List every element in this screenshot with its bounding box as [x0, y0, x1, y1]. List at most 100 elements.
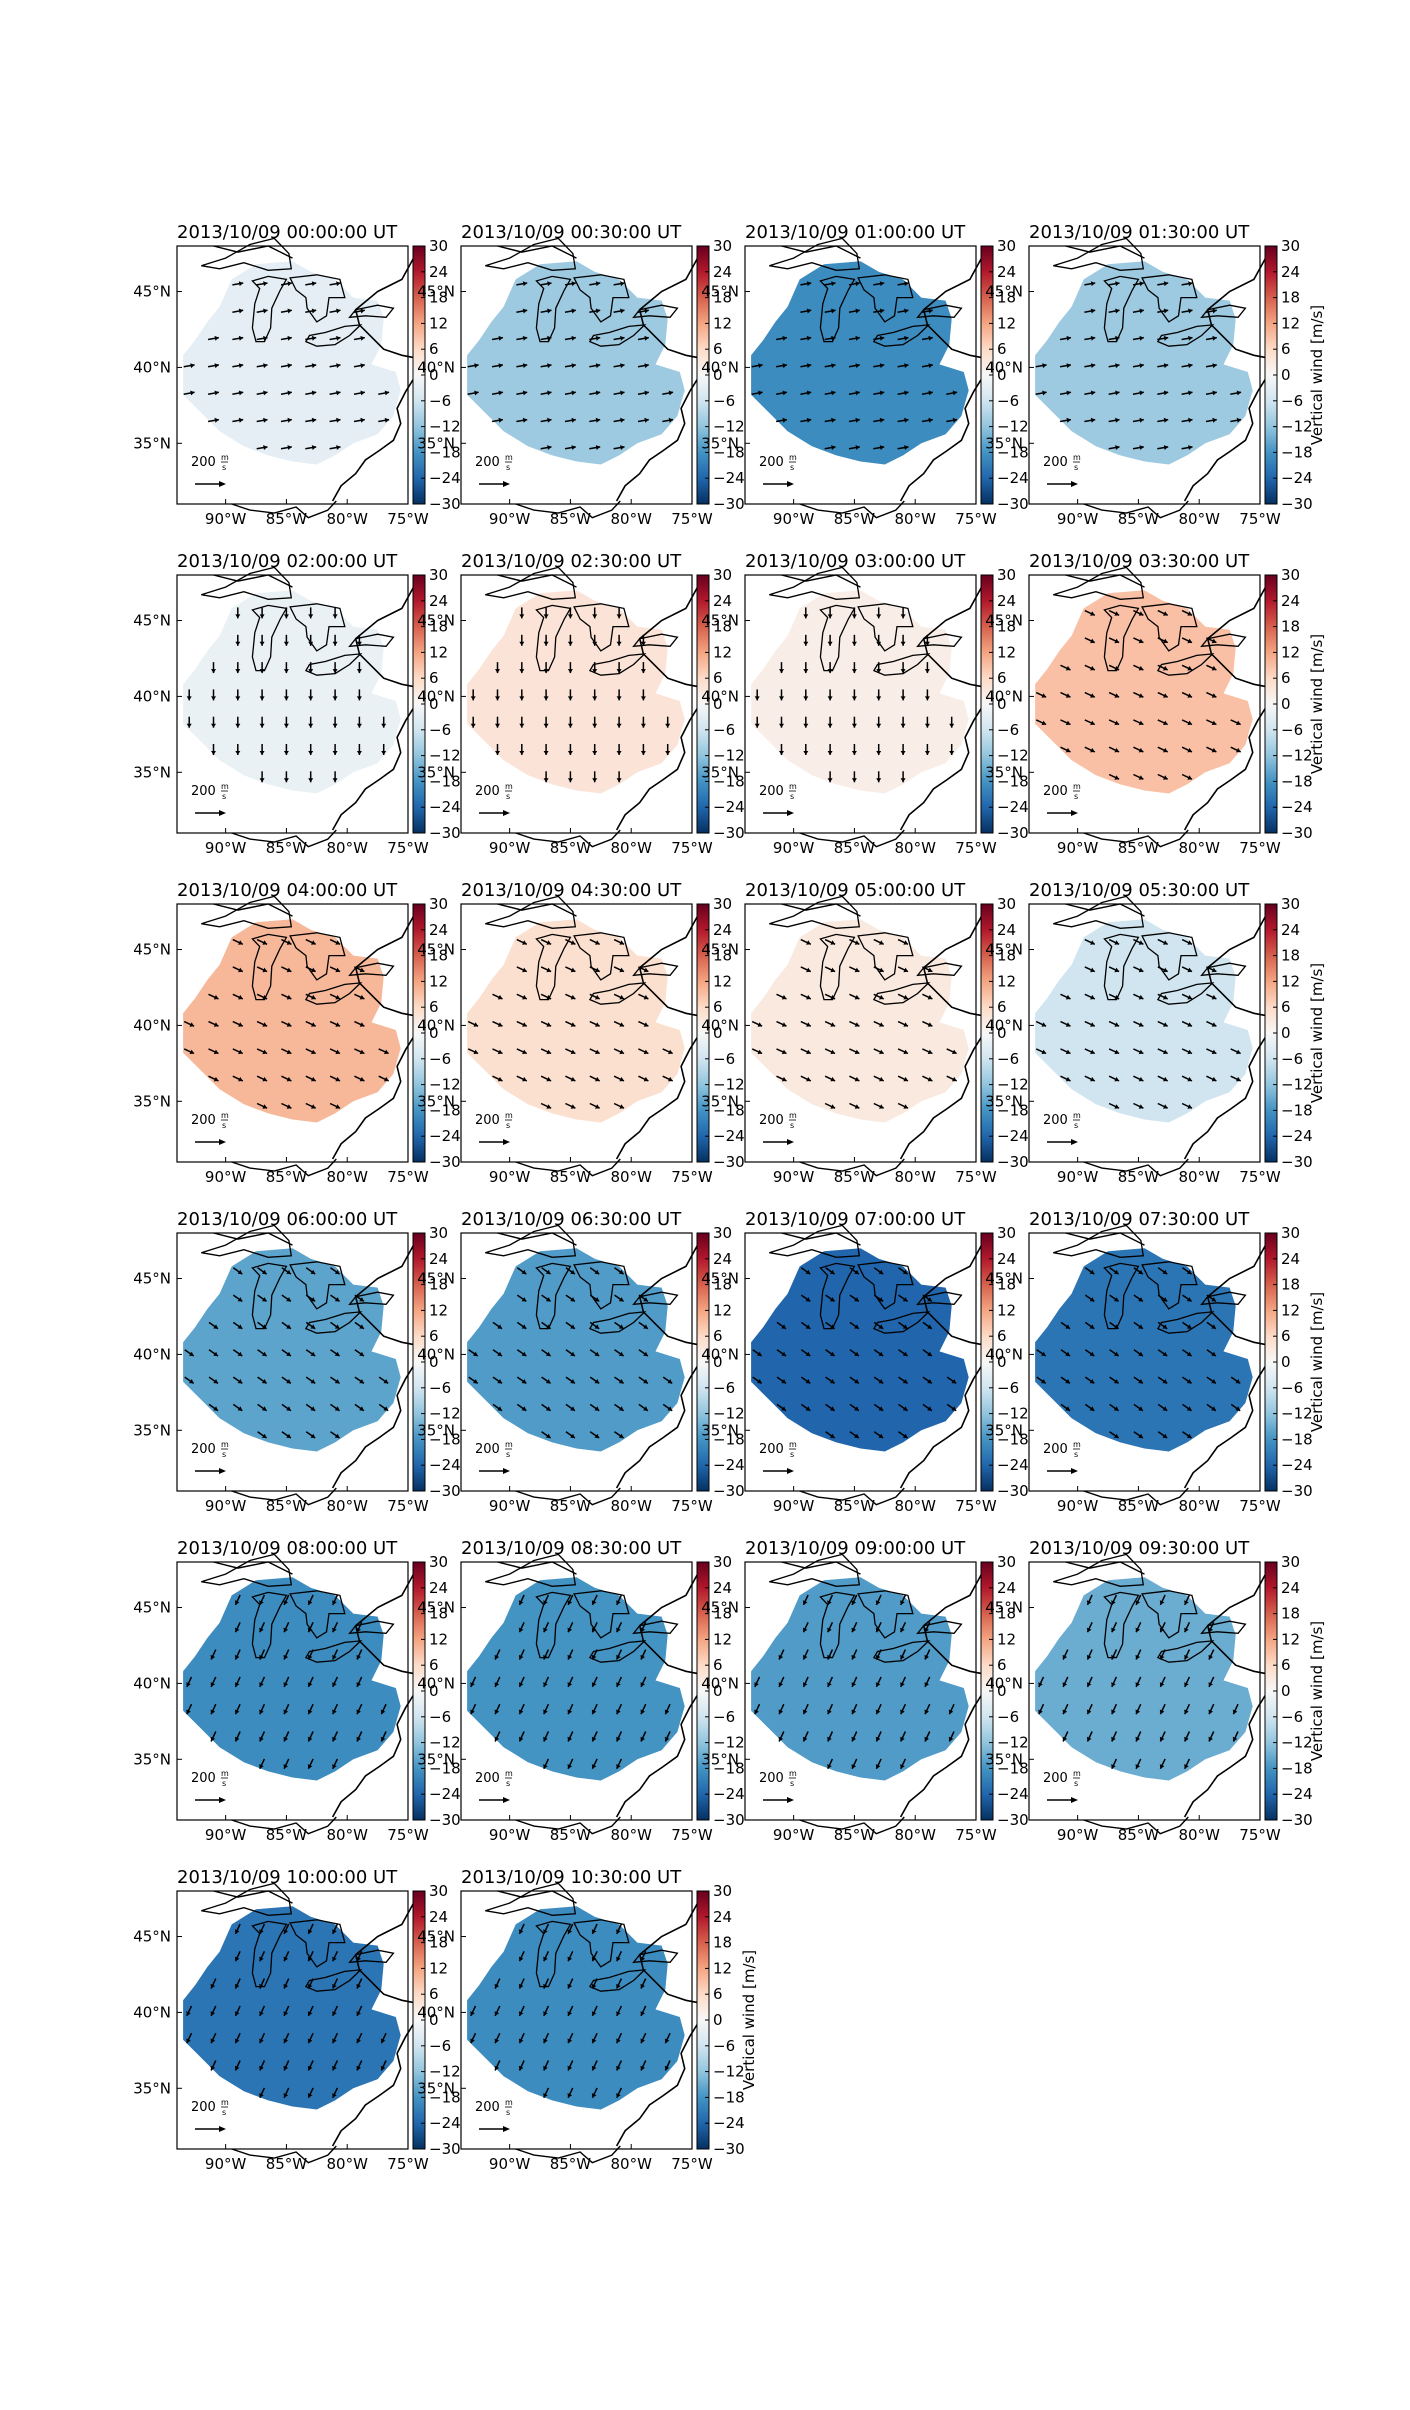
wind-vector [1208, 1649, 1215, 1660]
lon-tick-label: 80°W [326, 510, 368, 528]
wind-vector [779, 744, 784, 755]
wind-vector [356, 662, 362, 674]
wind-vector [1108, 966, 1120, 973]
wind-vector [616, 1594, 623, 1606]
colorbar-tick-label: 24 [1281, 592, 1300, 610]
wind-vector [800, 993, 812, 1000]
wind-vector [1035, 719, 1047, 726]
lon-tick-label: 90°W [205, 1826, 247, 1844]
wind-vector [256, 966, 268, 973]
wind-vector [1062, 1676, 1069, 1688]
wind-vector [330, 1267, 341, 1275]
scale-value: 200 [191, 1113, 216, 1128]
wind-vector [492, 1376, 503, 1385]
wind-vector [494, 2005, 501, 2017]
lake-superior [1053, 237, 1145, 271]
wind-vector [616, 1978, 623, 1989]
wind-vector [305, 1431, 316, 1439]
wind-vector [640, 744, 646, 755]
wind-vector [638, 1321, 649, 1330]
wind-vector [638, 966, 649, 973]
lon-tick-label: 85°W [834, 1168, 876, 1186]
lake-michigan [535, 1920, 572, 1988]
scale-value: 200 [1043, 1113, 1068, 1128]
wind-vector [1133, 637, 1144, 644]
vertical-wind-field [751, 590, 969, 794]
lake-ontario [632, 633, 679, 648]
wind-vector [616, 607, 622, 619]
scale-arrow: 200 ms [759, 1440, 797, 1474]
wind-vector [541, 1431, 552, 1439]
wind-vector [1133, 1048, 1144, 1055]
wind-vector [1205, 363, 1217, 369]
colorbar-tick-label: 0 [429, 695, 439, 713]
colorbar-tick-label: 24 [997, 263, 1016, 281]
wind-vector [305, 390, 317, 396]
wind-vector [307, 1594, 314, 1606]
wind-vector [613, 1102, 625, 1109]
wind-vector [640, 1731, 647, 1742]
wind-vector [1084, 609, 1096, 616]
wind-vector [1132, 390, 1144, 396]
wind-vector [565, 938, 576, 945]
colorbar-tick-label: 24 [997, 1250, 1016, 1268]
colorbar-tick-label: −30 [429, 495, 461, 513]
panel-title: 2013/10/09 06:00:00 UT [177, 1209, 398, 1230]
coastline [615, 903, 705, 1160]
lake-michigan [535, 933, 572, 1001]
wind-vector [518, 2005, 525, 2017]
wind-vector [1182, 1349, 1193, 1357]
wind-vector [637, 335, 649, 341]
wind-vector [1084, 1267, 1095, 1275]
wind-vector [495, 716, 500, 728]
wind-vector [1036, 1376, 1047, 1385]
wind-vector [849, 1048, 860, 1055]
wind-vector [1206, 664, 1217, 671]
wind-vector [468, 1349, 479, 1357]
wind-vector [492, 1349, 503, 1357]
lat-tick-label: 40°N [133, 1674, 171, 1692]
colorbar-tick-label: −30 [713, 1482, 745, 1500]
axes-frame [1028, 903, 1261, 1163]
wind-vector [1157, 308, 1169, 314]
scale-value: 200 [759, 1771, 784, 1786]
lon-tick-label: 80°W [610, 510, 652, 528]
wind-vector [922, 1376, 933, 1385]
wind-vector [235, 744, 241, 755]
wind-vector [543, 1676, 550, 1688]
axes-frame [744, 1232, 977, 1492]
lake-huron [857, 1590, 914, 1639]
scale-unit-numerator: m [505, 2098, 513, 2107]
colorbar-tick-label: −6 [997, 392, 1019, 410]
wind-vector [924, 744, 930, 755]
wind-vector [1060, 1321, 1071, 1330]
wind-vector [329, 993, 341, 1000]
wind-vector [592, 662, 598, 674]
panel-title: 2013/10/09 08:00:00 UT [177, 1538, 398, 1559]
lon-tick-label: 80°W [326, 839, 368, 857]
wind-vector [664, 1703, 671, 1715]
wind-vector [589, 363, 601, 369]
colorbar-tick-label: 24 [429, 1250, 448, 1268]
wind-vector [567, 1703, 574, 1715]
wind-vector [305, 1267, 316, 1275]
wind-vector [564, 445, 576, 450]
wind-vector [1133, 993, 1144, 1000]
lake-superior [485, 1553, 577, 1587]
axes-frame [1028, 1561, 1261, 1821]
wind-vector [873, 1048, 885, 1055]
wind-vector [232, 938, 244, 945]
wind-vector [592, 607, 598, 619]
panel-title: 2013/10/09 10:00:00 UT [177, 1867, 398, 1888]
scale-arrow: 200 ms [475, 2098, 513, 2132]
wind-vector [1059, 363, 1072, 369]
scale-value: 200 [759, 784, 784, 799]
wind-vector [283, 634, 289, 646]
wind-vector [1084, 746, 1096, 753]
colorbar-tick-label: 12 [713, 972, 732, 990]
wind-vector [1084, 1075, 1096, 1082]
wind-vector [640, 689, 646, 701]
colorbar-tick-label: −18 [713, 1101, 745, 1119]
colorbar-label: Vertical wind [m/s] [740, 1950, 758, 2090]
lake-superior [769, 237, 861, 271]
